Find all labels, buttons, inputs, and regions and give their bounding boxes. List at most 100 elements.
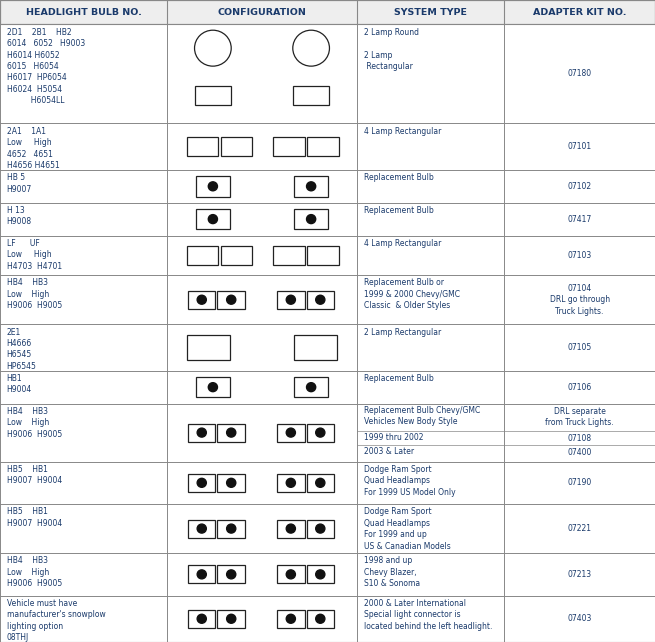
Bar	[307, 246, 339, 265]
Text: HB4    HB3
Low    High
H9006  H9005: HB4 HB3 Low High H9006 H9005	[7, 557, 62, 588]
Text: 07213: 07213	[568, 570, 591, 579]
Text: 2000 & Later International
Special light connector is
located behind the left he: 2000 & Later International Special light…	[364, 599, 492, 630]
Bar	[188, 474, 215, 492]
Bar	[307, 137, 339, 156]
Bar	[307, 424, 334, 442]
Text: SYSTEM TYPE: SYSTEM TYPE	[394, 8, 467, 17]
Bar	[188, 610, 215, 628]
Text: 4 Lamp Rectangular: 4 Lamp Rectangular	[364, 239, 441, 248]
Bar	[307, 519, 334, 537]
Bar	[0, 596, 655, 642]
Text: 2D1    2B1    HB2
6014   6052   H9003
H6014 H6052
6015   H6054
H6017  HP6054
H60: 2D1 2B1 HB2 6014 6052 H9003 H6014 H6052 …	[7, 28, 84, 105]
Text: 1999 thru 2002: 1999 thru 2002	[364, 433, 423, 442]
Text: 07103: 07103	[567, 251, 592, 260]
Bar	[187, 335, 229, 360]
Bar	[217, 474, 245, 492]
Text: ADAPTER KIT NO.: ADAPTER KIT NO.	[533, 8, 626, 17]
Circle shape	[227, 614, 236, 623]
Bar	[277, 519, 305, 537]
Bar	[295, 335, 337, 360]
Text: HB 5
H9007: HB 5 H9007	[7, 173, 32, 194]
Text: Replacement Bulb: Replacement Bulb	[364, 173, 433, 182]
Text: 07180: 07180	[568, 69, 591, 78]
Bar	[188, 424, 215, 442]
Bar	[196, 377, 230, 397]
Bar	[307, 474, 334, 492]
Circle shape	[227, 570, 236, 579]
Text: CONFIGURATION: CONFIGURATION	[217, 8, 307, 17]
Circle shape	[307, 383, 316, 392]
Circle shape	[197, 524, 206, 533]
Bar	[307, 610, 334, 628]
Circle shape	[197, 478, 206, 487]
Circle shape	[316, 295, 325, 304]
Bar	[0, 462, 655, 504]
Circle shape	[316, 524, 325, 533]
Text: 07101: 07101	[568, 142, 591, 151]
Bar	[273, 137, 305, 156]
Bar	[217, 566, 245, 584]
Bar	[217, 519, 245, 537]
Bar	[0, 236, 655, 275]
Text: HEADLIGHT BULB NO.: HEADLIGHT BULB NO.	[26, 8, 141, 17]
Text: 4 Lamp Rectangular: 4 Lamp Rectangular	[364, 126, 441, 135]
Circle shape	[307, 182, 316, 191]
Circle shape	[316, 570, 325, 579]
Bar	[307, 291, 334, 309]
Text: 2003 & Later: 2003 & Later	[364, 447, 414, 456]
Bar	[0, 203, 655, 236]
Bar	[221, 137, 252, 156]
Bar	[0, 170, 655, 203]
Circle shape	[286, 295, 295, 304]
Text: 2A1    1A1
Low     High
4652   4651
H4656 H4651: 2A1 1A1 Low High 4652 4651 H4656 H4651	[7, 126, 60, 170]
Bar	[294, 209, 328, 229]
Circle shape	[316, 614, 325, 623]
Text: HB4    HB3
Low    High
H9006  H9005: HB4 HB3 Low High H9006 H9005	[7, 279, 62, 310]
Text: 07403: 07403	[567, 614, 592, 623]
Circle shape	[286, 524, 295, 533]
Bar	[277, 610, 305, 628]
Text: HB5    HB1
H9007  H9004: HB5 HB1 H9007 H9004	[7, 465, 62, 485]
Text: 07104
DRL go through
Truck Lights.: 07104 DRL go through Truck Lights.	[550, 284, 610, 316]
Bar	[195, 86, 231, 105]
Text: 07417: 07417	[567, 214, 592, 223]
Circle shape	[227, 428, 236, 437]
Circle shape	[197, 570, 206, 579]
Circle shape	[316, 428, 325, 437]
Bar	[221, 246, 252, 265]
Text: 2 Lamp Round

2 Lamp
 Rectangular: 2 Lamp Round 2 Lamp Rectangular	[364, 28, 419, 71]
Text: 07105: 07105	[567, 343, 592, 352]
Text: 07102: 07102	[568, 182, 591, 191]
Bar	[187, 246, 218, 265]
Bar	[0, 24, 655, 123]
Circle shape	[227, 524, 236, 533]
Text: HB4    HB3
Low    High
H9006  H9005: HB4 HB3 Low High H9006 H9005	[7, 407, 62, 438]
Bar	[277, 474, 305, 492]
Circle shape	[208, 214, 217, 223]
Bar	[188, 519, 215, 537]
Bar	[277, 424, 305, 442]
Circle shape	[286, 478, 295, 487]
Bar	[0, 404, 655, 462]
Text: 07400: 07400	[567, 448, 592, 457]
Circle shape	[227, 478, 236, 487]
Bar	[294, 176, 328, 196]
Bar	[196, 176, 230, 196]
Text: 2 Lamp Rectangular: 2 Lamp Rectangular	[364, 327, 441, 336]
Text: LF      UF
Low     High
H4703  H4701: LF UF Low High H4703 H4701	[7, 239, 62, 271]
Text: 07190: 07190	[567, 478, 592, 487]
Circle shape	[197, 614, 206, 623]
Bar	[277, 291, 305, 309]
Bar	[277, 566, 305, 584]
Circle shape	[208, 182, 217, 191]
Bar	[0, 123, 655, 170]
Bar	[294, 377, 328, 397]
Text: Replacement Bulb: Replacement Bulb	[364, 374, 433, 383]
Bar	[217, 610, 245, 628]
Bar	[0, 371, 655, 404]
Text: 07108: 07108	[568, 433, 591, 442]
Bar	[196, 209, 230, 229]
Bar	[293, 86, 329, 105]
Bar	[0, 504, 655, 553]
Circle shape	[286, 428, 295, 437]
